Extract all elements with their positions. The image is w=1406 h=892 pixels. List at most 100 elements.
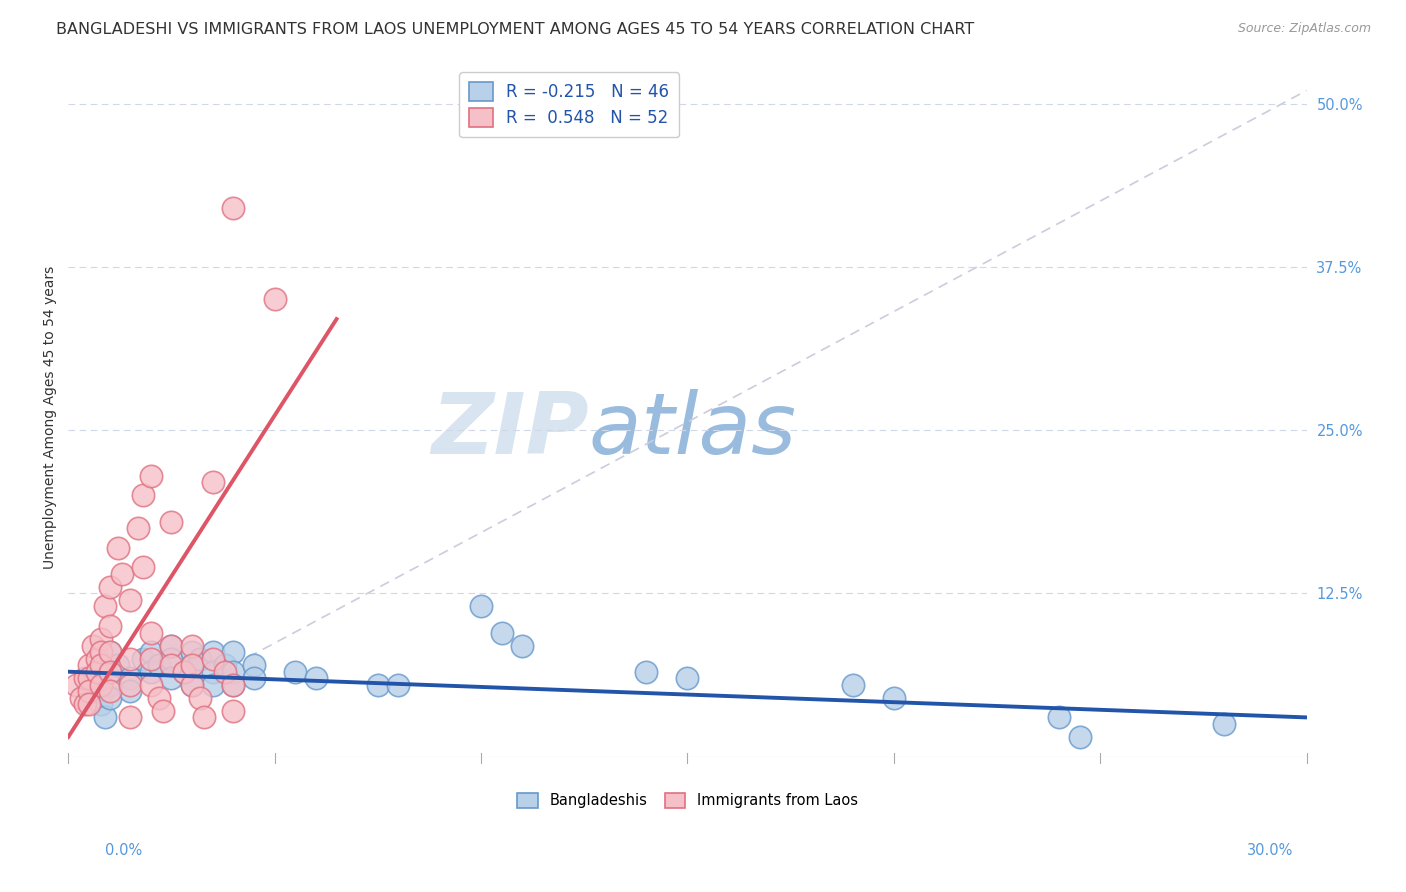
Point xyxy=(131,651,153,665)
Point xyxy=(98,645,121,659)
Point xyxy=(491,625,513,640)
Point xyxy=(284,665,307,679)
Point xyxy=(77,671,100,685)
Point xyxy=(160,658,183,673)
Point xyxy=(127,521,149,535)
Point xyxy=(120,710,142,724)
Point xyxy=(181,645,204,659)
Point xyxy=(90,645,112,659)
Text: atlas: atlas xyxy=(588,389,796,472)
Point xyxy=(139,468,162,483)
Point xyxy=(90,678,112,692)
Y-axis label: Unemployment Among Ages 45 to 54 years: Unemployment Among Ages 45 to 54 years xyxy=(44,266,58,568)
Point xyxy=(98,684,121,698)
Point xyxy=(193,710,215,724)
Legend: Bangladeshis, Immigrants from Laos: Bangladeshis, Immigrants from Laos xyxy=(512,787,863,814)
Point xyxy=(139,625,162,640)
Point xyxy=(120,593,142,607)
Point xyxy=(201,645,224,659)
Point xyxy=(883,690,905,705)
Point xyxy=(107,658,129,673)
Point xyxy=(120,678,142,692)
Point xyxy=(86,651,108,665)
Point xyxy=(305,671,328,685)
Point xyxy=(98,645,121,659)
Point xyxy=(98,580,121,594)
Point xyxy=(86,665,108,679)
Point xyxy=(181,639,204,653)
Point xyxy=(77,671,100,685)
Point xyxy=(90,658,112,673)
Point xyxy=(131,488,153,502)
Point xyxy=(107,541,129,555)
Point xyxy=(139,651,162,665)
Point xyxy=(214,658,236,673)
Point xyxy=(77,698,100,712)
Point xyxy=(387,678,409,692)
Point xyxy=(131,560,153,574)
Text: Source: ZipAtlas.com: Source: ZipAtlas.com xyxy=(1237,22,1371,36)
Point xyxy=(160,515,183,529)
Point xyxy=(77,684,100,698)
Point xyxy=(636,665,658,679)
Point xyxy=(73,698,96,712)
Point xyxy=(222,201,245,215)
Point xyxy=(139,678,162,692)
Point xyxy=(98,690,121,705)
Point xyxy=(152,704,174,718)
Point xyxy=(243,658,266,673)
Point xyxy=(188,651,211,665)
Point xyxy=(222,665,245,679)
Point xyxy=(98,665,121,679)
Point xyxy=(181,658,204,673)
Point xyxy=(841,678,863,692)
Point xyxy=(98,678,121,692)
Point xyxy=(98,665,121,679)
Point xyxy=(263,293,285,307)
Point xyxy=(98,619,121,633)
Point xyxy=(367,678,389,692)
Point xyxy=(1069,730,1091,744)
Point xyxy=(160,651,183,665)
Point xyxy=(222,645,245,659)
Point xyxy=(222,678,245,692)
Point xyxy=(94,599,117,614)
Point xyxy=(77,658,100,673)
Point xyxy=(139,645,162,659)
Point xyxy=(243,671,266,685)
Point xyxy=(1047,710,1070,724)
Point xyxy=(148,658,170,673)
Point xyxy=(222,704,245,718)
Point xyxy=(222,678,245,692)
Point xyxy=(188,690,211,705)
Point xyxy=(173,665,195,679)
Point xyxy=(120,671,142,685)
Point xyxy=(139,665,162,679)
Point xyxy=(160,639,183,653)
Point xyxy=(94,710,117,724)
Point xyxy=(73,671,96,685)
Point xyxy=(181,658,204,673)
Point xyxy=(82,639,104,653)
Point xyxy=(148,690,170,705)
Point xyxy=(69,690,91,705)
Text: BANGLADESHI VS IMMIGRANTS FROM LAOS UNEMPLOYMENT AMONG AGES 45 TO 54 YEARS CORRE: BANGLADESHI VS IMMIGRANTS FROM LAOS UNEM… xyxy=(56,22,974,37)
Point xyxy=(676,671,699,685)
Point xyxy=(201,651,224,665)
Text: 0.0%: 0.0% xyxy=(105,843,142,858)
Point xyxy=(86,684,108,698)
Text: ZIP: ZIP xyxy=(430,389,588,472)
Point xyxy=(201,678,224,692)
Point xyxy=(1213,717,1236,731)
Point xyxy=(160,671,183,685)
Point xyxy=(201,475,224,490)
Point xyxy=(214,665,236,679)
Point xyxy=(65,678,87,692)
Point xyxy=(120,651,142,665)
Point xyxy=(90,698,112,712)
Point xyxy=(111,566,134,581)
Point xyxy=(173,665,195,679)
Point xyxy=(510,639,533,653)
Point xyxy=(160,639,183,653)
Point xyxy=(201,665,224,679)
